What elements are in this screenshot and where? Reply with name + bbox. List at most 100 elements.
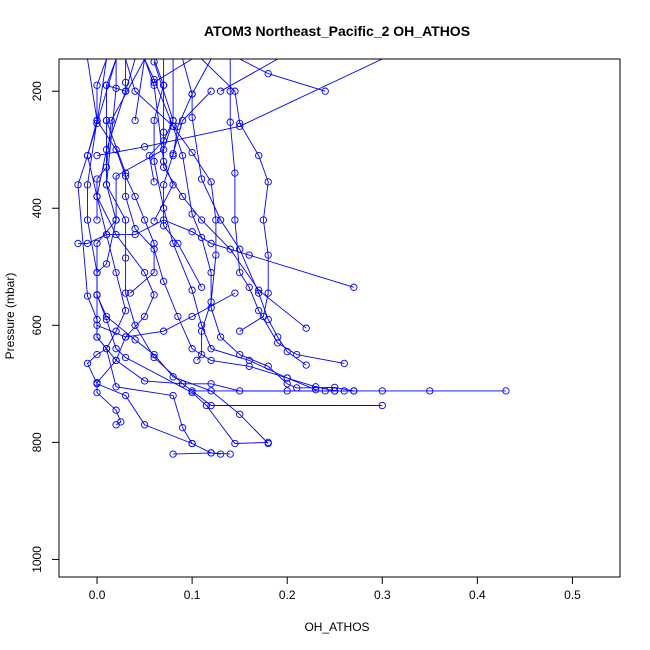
data-point: [231, 169, 239, 177]
data-layer: [74, 59, 510, 458]
x-axis-label: OH_ATHOS: [304, 620, 369, 634]
data-point: [169, 181, 177, 189]
data-point: [150, 59, 158, 66]
data-point: [378, 401, 386, 410]
x-tick-label: 0.2: [279, 588, 296, 602]
data-point: [131, 321, 139, 329]
data-point: [197, 233, 206, 242]
series-line: [106, 59, 383, 406]
data-point: [174, 312, 182, 321]
plot-frame: [58, 58, 621, 578]
data-point: [93, 379, 101, 387]
data-point: [197, 216, 206, 224]
data-point: [302, 324, 310, 332]
data-point: [93, 333, 101, 341]
data-point: [121, 172, 130, 180]
data-point: [188, 439, 196, 448]
data-point: [188, 113, 196, 122]
data-point: [140, 143, 149, 151]
x-axis: 0.0 0.1 0.2 0.3 0.4 0.5: [89, 576, 581, 602]
data-point: [150, 157, 158, 166]
data-point: [112, 383, 120, 391]
data-point: [188, 210, 196, 218]
data-point: [178, 116, 187, 125]
data-point: [207, 298, 215, 306]
data-point: [83, 216, 92, 224]
data-point: [197, 283, 206, 291]
series-line: [106, 120, 316, 391]
data-point: [121, 333, 130, 341]
data-point: [426, 387, 434, 395]
data-point: [236, 122, 244, 130]
series-line: [106, 59, 136, 92]
data-point: [216, 216, 225, 224]
data-point: [207, 345, 215, 353]
data-point: [340, 387, 348, 395]
x-tick-label: 0.4: [469, 588, 486, 602]
data-point: [102, 81, 111, 89]
data-point: [169, 122, 177, 130]
data-point: [264, 251, 272, 259]
data-point: [264, 69, 272, 78]
data-point: [112, 356, 120, 365]
data-point: [245, 283, 253, 291]
data-point: [231, 87, 239, 95]
plot-area: [74, 59, 510, 458]
series-line: [173, 452, 231, 455]
data-point: [236, 327, 244, 335]
y-axis-label: Pressure (mbar): [3, 273, 17, 360]
data-point: [121, 289, 130, 297]
data-point: [112, 84, 120, 92]
data-point: [121, 192, 130, 201]
data-point: [226, 118, 234, 126]
data-point: [302, 361, 310, 369]
data-point: [93, 388, 101, 397]
data-point: [83, 292, 92, 300]
data-point: [126, 289, 134, 297]
series-line: [144, 59, 174, 222]
data-point: [121, 307, 130, 315]
data-point: [169, 150, 177, 158]
data-point: [131, 225, 139, 233]
data-point: [93, 321, 101, 329]
data-point: [150, 116, 158, 125]
data-point: [264, 178, 272, 186]
data-point: [264, 438, 272, 447]
data-point: [169, 391, 177, 400]
series-line: [201, 59, 269, 332]
data-point: [140, 268, 149, 277]
data-point: [121, 391, 130, 400]
data-point: [169, 450, 177, 458]
data-point: [112, 345, 120, 353]
data-point: [207, 356, 215, 365]
data-point: [169, 239, 177, 248]
data-point: [226, 245, 234, 253]
data-point: [197, 350, 206, 359]
series-line: [96, 59, 107, 124]
data-point: [245, 362, 253, 370]
data-point: [245, 356, 253, 365]
data-point: [93, 291, 101, 299]
data-point: [159, 163, 168, 171]
data-point: [226, 87, 234, 95]
data-point: [378, 387, 386, 395]
data-point: [259, 312, 268, 321]
data-point: [159, 222, 168, 230]
data-point: [212, 251, 220, 259]
data-point: [93, 239, 101, 248]
data-point: [283, 374, 291, 382]
data-point: [107, 116, 115, 125]
series-line: [153, 59, 193, 83]
y-tick-label: 1000: [30, 546, 44, 573]
data-point: [93, 116, 101, 125]
data-point: [145, 151, 153, 160]
data-point: [102, 315, 111, 324]
series-line: [220, 59, 278, 92]
data-point: [112, 216, 120, 224]
series-line: [153, 59, 335, 392]
data-point: [236, 410, 244, 418]
data-point: [274, 333, 282, 341]
data-point: [207, 449, 215, 457]
data-point: [188, 148, 196, 157]
